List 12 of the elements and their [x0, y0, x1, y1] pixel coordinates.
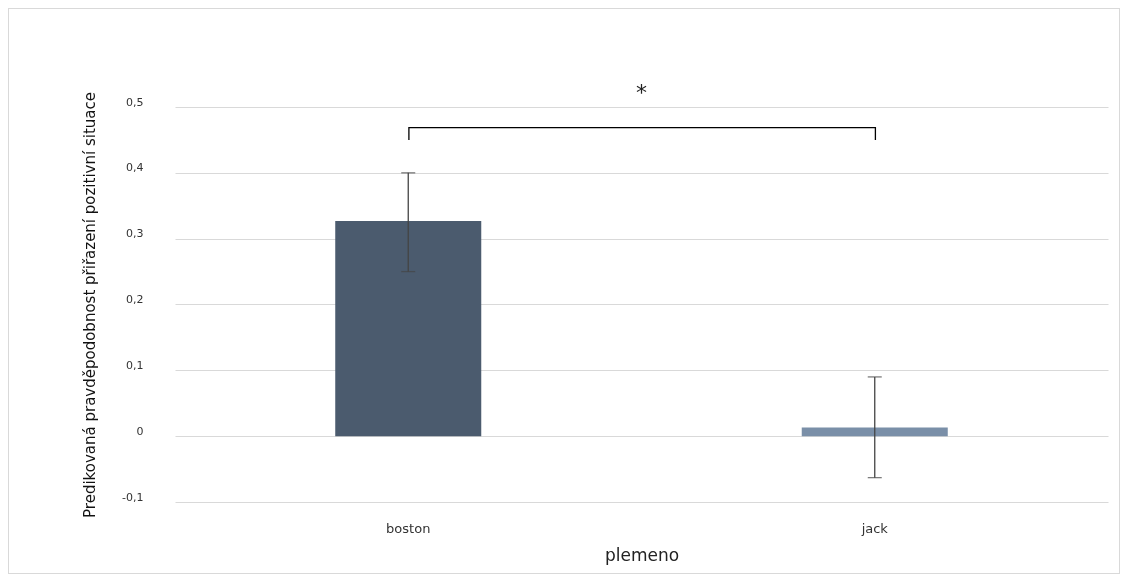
x-tick-label: boston: [386, 520, 431, 536]
x-axis-title: plemeno: [604, 544, 680, 565]
text: *: [636, 80, 647, 105]
y-tick-label: 0,4: [126, 161, 144, 175]
y-tick-label: 0,2: [126, 293, 144, 306]
y-tick-label: 0,5: [126, 95, 144, 109]
y-tick-label: 0,3: [126, 227, 144, 241]
y-tick-label: 0,1: [126, 358, 144, 372]
x-tick-label: jack: [860, 520, 889, 536]
y-tick-label: -0,1: [122, 490, 144, 504]
y-tick-label: 0: [136, 424, 144, 438]
y-axis-title: Predikovaná pravděpodobnost přiřazení pozitivní situace: [81, 92, 100, 518]
